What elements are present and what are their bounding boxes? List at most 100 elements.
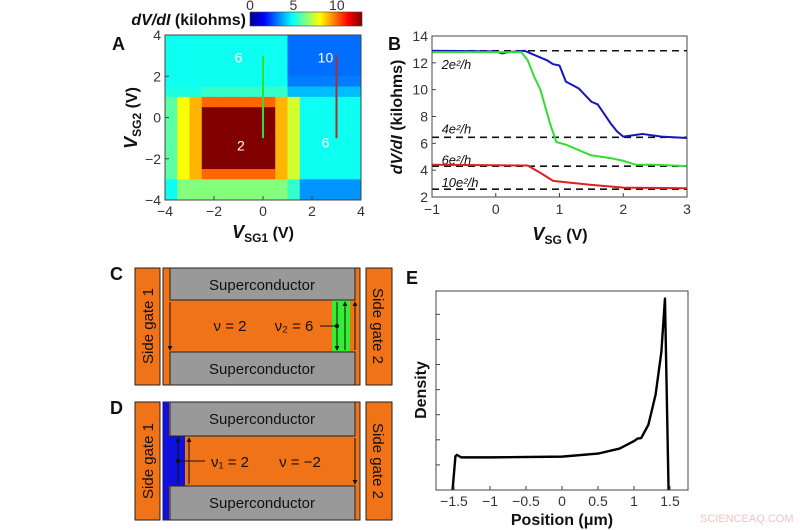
heatmap-cell — [336, 35, 350, 46]
heatmap-cell — [189, 169, 203, 180]
panel-c-diagram: Side gate 1 Superconductor Superconducto… — [134, 267, 393, 386]
heatmap-cell — [250, 35, 264, 46]
heatmap-cell — [201, 76, 215, 88]
heatmap-cell — [348, 35, 362, 46]
heatmap-cell — [348, 169, 362, 180]
heatmap-cell — [250, 45, 264, 57]
heatmap-cell — [312, 45, 325, 57]
heatmap-cell — [287, 76, 301, 88]
heatmap-cell — [275, 117, 288, 129]
y-axis-label-a: VSG2 (V) — [121, 87, 144, 149]
side-gate-1-label-c: Side gate 1 — [140, 288, 157, 364]
heatmap-cell — [238, 76, 252, 88]
x-tick-label: 0 — [492, 201, 500, 217]
heatmap-cell — [336, 45, 350, 57]
heatmap-cell — [189, 86, 203, 98]
heatmap-cell — [324, 179, 337, 191]
heatmap-cell — [287, 107, 301, 118]
heatmap-cell — [324, 45, 337, 57]
heatmap-cell — [275, 107, 288, 118]
superconductor-top-label-d: Superconductor — [209, 411, 315, 428]
heatmap-cell — [263, 107, 276, 118]
heatmap-cell — [312, 65, 325, 77]
side-gate-2-c — [365, 267, 393, 386]
heatmap-cell — [238, 96, 252, 108]
heatmap-cell — [214, 148, 227, 160]
heatmap-cell — [177, 65, 190, 77]
heatmap-cell — [336, 96, 350, 108]
heatmap-cell — [177, 148, 190, 160]
heatmap-cell — [177, 107, 190, 118]
series-line — [432, 51, 688, 168]
heatmap-cell — [348, 117, 362, 129]
heatmap-cell — [287, 127, 301, 139]
heatmap-cell — [348, 127, 362, 139]
heatmap-cell — [226, 148, 239, 160]
heatmap-cell — [312, 169, 325, 180]
heatmap-cell — [177, 117, 190, 129]
heatmap-cell — [263, 148, 276, 160]
heatmap-cell — [189, 35, 203, 46]
heatmap-cell — [348, 189, 362, 201]
heatmap-cell — [201, 158, 215, 170]
heatmap-cell — [238, 138, 252, 149]
nu-edge-label-c: ν₂ = 6 — [275, 318, 314, 335]
heatmap-cell — [189, 45, 203, 57]
y-tick-label: 4 — [420, 162, 428, 178]
heatmap-cell — [275, 35, 288, 46]
colorbar-label: dV/dI (kilohms) — [131, 12, 246, 29]
heatmap-cell — [287, 179, 301, 191]
heatmap-cell — [250, 138, 264, 149]
heatmap-cell — [201, 127, 215, 139]
heatmap-cell — [324, 86, 337, 98]
heatmap-cell — [299, 138, 313, 149]
heatmap-cell — [263, 86, 276, 98]
heatmap-cell — [263, 169, 276, 180]
superconductor-top-d — [169, 401, 356, 437]
heatmap-cell — [177, 127, 190, 139]
heatmap-cell — [299, 148, 313, 160]
heatmap-cell — [299, 35, 313, 46]
heatmap-cell — [226, 158, 239, 170]
reference-line-label: 2e²/h — [441, 57, 472, 72]
heatmap-cell — [324, 107, 337, 118]
heatmap-cell — [324, 76, 337, 88]
heatmap-cell — [348, 65, 362, 77]
heatmap-cell — [238, 45, 252, 57]
heatmap-cell — [336, 158, 350, 170]
heatmap-cell — [275, 96, 288, 108]
heatmap-cell — [226, 96, 239, 108]
heatmap-cell — [324, 65, 337, 77]
heatmap-cell — [324, 55, 337, 67]
reference-line-label: 4e²/h — [442, 122, 472, 137]
heatmap-cell — [165, 86, 178, 98]
heatmap-cell — [348, 86, 362, 98]
pointer-dot — [334, 323, 340, 329]
heatmap-cell — [189, 138, 203, 149]
heatmap-cell — [299, 45, 313, 57]
heatmap-cell — [201, 86, 215, 98]
x-axis-label-b: VSG (V) — [532, 224, 587, 247]
heatmap-cell — [201, 117, 215, 129]
x-tick-label: −1 — [424, 201, 440, 217]
heatmap-cell — [238, 107, 252, 118]
heatmap-cell — [312, 148, 325, 160]
heatmap-cell — [201, 138, 215, 149]
heatmap-cell — [250, 65, 264, 77]
heatmap-cell — [165, 189, 178, 201]
heatmap-cell — [177, 76, 190, 88]
y-tick-label: 6 — [420, 135, 428, 151]
heatmap-cell — [165, 35, 178, 46]
x-tick-label: 0.5 — [588, 493, 608, 509]
axis-ticks-a: −4 −2 0 2 4 4 2 0 −2 −4 — [145, 27, 365, 219]
heatmap-cell — [287, 45, 301, 57]
reference-lines: 2e²/h 4e²/h 6e²/h 10e²/h — [432, 49, 687, 190]
heatmap-cell — [238, 169, 252, 180]
heatmap-cell — [299, 86, 313, 98]
panel-label-d: D — [110, 398, 123, 418]
heatmap-cell — [177, 189, 190, 201]
heatmap-cell — [226, 65, 239, 77]
colorbar-ticks: 0 5 10 — [246, 0, 345, 13]
